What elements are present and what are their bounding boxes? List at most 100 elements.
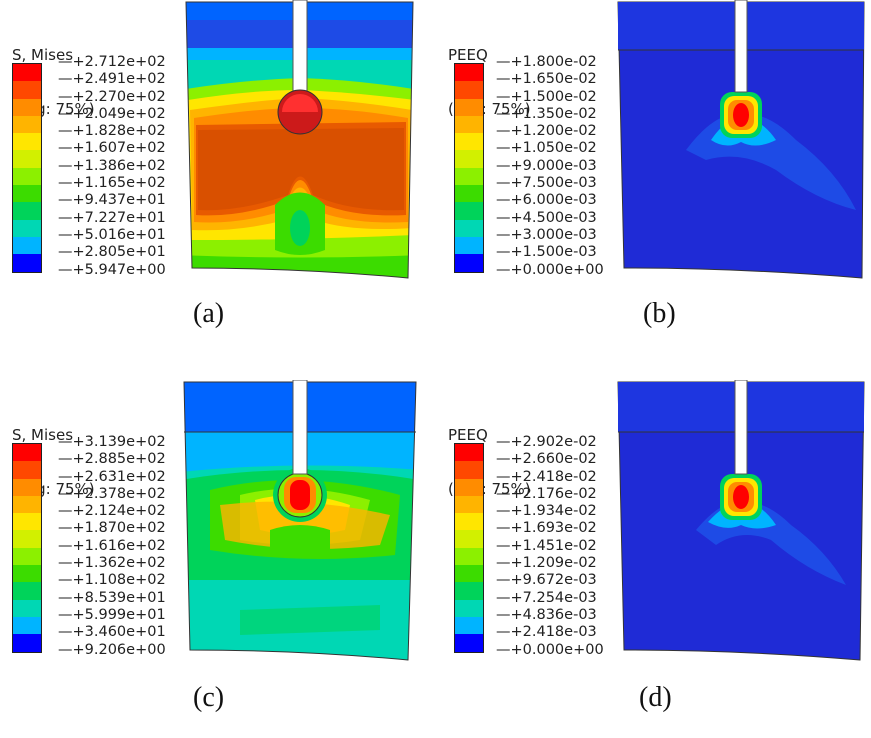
legend-swatch bbox=[455, 236, 483, 255]
panel-a: S, Mises (Avg: 75%) —+2.712e+02 —+2.491e+… bbox=[0, 0, 435, 358]
panel-b: PEEQ (Avg: 75%) —+1.800e-02 —+1.650e-02 —+… bbox=[436, 0, 871, 358]
legend-value: —+0.000e+00 bbox=[496, 261, 604, 278]
legend-swatch bbox=[455, 565, 483, 583]
legend-values-a: —+2.712e+02 —+2.491e+02 —+2.270e+02 —+2.049… bbox=[58, 54, 166, 279]
legend-swatch bbox=[455, 202, 483, 220]
legend-swatch bbox=[13, 565, 41, 583]
legend-value: —+1.607e+02 bbox=[58, 140, 166, 157]
legend-swatch bbox=[13, 495, 41, 514]
legend-value: —+1.108e+02 bbox=[58, 572, 166, 589]
legend-swatch bbox=[13, 444, 41, 462]
legend-swatch bbox=[13, 81, 41, 99]
legend-swatch bbox=[13, 202, 41, 220]
legend-value: —+2.631e+02 bbox=[58, 468, 166, 485]
caption-c: (c) bbox=[193, 682, 225, 713]
legend-colorbar-a bbox=[12, 63, 42, 273]
legend-value: —+3.460e+01 bbox=[58, 624, 166, 641]
legend-value: —+1.386e+02 bbox=[58, 157, 166, 174]
legend-swatch bbox=[455, 98, 483, 116]
legend-value: —+4.500e-03 bbox=[496, 209, 597, 226]
legend-value: —+1.209e-02 bbox=[496, 555, 597, 572]
legend-swatch bbox=[13, 616, 41, 635]
legend-swatch bbox=[455, 254, 483, 272]
legend-swatch bbox=[13, 98, 41, 116]
legend-value: —+1.350e-02 bbox=[496, 105, 597, 122]
contour-plot-d bbox=[617, 380, 865, 661]
legend-value: —+1.870e+02 bbox=[58, 520, 166, 537]
legend-swatch bbox=[455, 478, 483, 496]
legend-value: —+2.418e-03 bbox=[496, 624, 597, 641]
legend-swatch bbox=[455, 167, 483, 186]
legend-swatch bbox=[455, 530, 483, 548]
legend-value: —+0.000e+00 bbox=[496, 641, 604, 658]
legend-value: —+1.650e-02 bbox=[496, 71, 597, 88]
legend-colorbar-c bbox=[12, 443, 42, 653]
legend-swatch bbox=[13, 185, 41, 203]
contour-plot-c bbox=[183, 380, 417, 661]
legend-swatch bbox=[13, 254, 41, 272]
legend-swatch bbox=[13, 530, 41, 548]
legend-value: —+2.270e+02 bbox=[58, 88, 166, 105]
legend-value: —+1.050e-02 bbox=[496, 140, 597, 157]
legend-swatch bbox=[455, 513, 483, 531]
legend-swatch bbox=[13, 115, 41, 134]
legend-swatch bbox=[13, 150, 41, 168]
legend-swatch bbox=[13, 219, 41, 237]
legend-value: —+4.836e-03 bbox=[496, 606, 597, 623]
legend-value: —+1.934e-02 bbox=[496, 503, 597, 520]
legend-value: —+2.805e+01 bbox=[58, 244, 166, 261]
legend-value: —+2.378e+02 bbox=[58, 485, 166, 502]
legend-value: —+2.712e+02 bbox=[58, 54, 166, 70]
legend-value: —+1.500e-02 bbox=[496, 88, 597, 105]
legend-value: —+5.999e+01 bbox=[58, 606, 166, 623]
legend-swatch bbox=[455, 444, 483, 462]
contour-plot-a bbox=[185, 0, 414, 279]
panel-c: S, Mises (Avg: 75%) —+3.139e+02 —+2.885e+… bbox=[0, 380, 435, 738]
legend-swatch bbox=[13, 167, 41, 186]
legend-value: —+2.902e-02 bbox=[496, 434, 597, 450]
legend-value: —+2.491e+02 bbox=[58, 71, 166, 88]
legend-value: —+5.947e+00 bbox=[58, 261, 166, 278]
legend-variable-c: S, Mises bbox=[12, 426, 74, 444]
legend-swatch bbox=[455, 495, 483, 514]
legend-value: —+9.000e-03 bbox=[496, 157, 597, 174]
legend-swatch bbox=[13, 133, 41, 151]
legend-swatch bbox=[13, 513, 41, 531]
legend-value: —+1.200e-02 bbox=[496, 123, 597, 140]
legend-swatch bbox=[455, 185, 483, 203]
legend-variable-d: PEEQ bbox=[448, 426, 488, 444]
legend-value: —+1.451e-02 bbox=[496, 537, 597, 554]
legend-value: —+7.254e-03 bbox=[496, 589, 597, 606]
legend-swatch bbox=[13, 582, 41, 600]
legend-swatch bbox=[13, 634, 41, 652]
legend-swatch bbox=[13, 599, 41, 617]
legend-value: —+1.616e+02 bbox=[58, 537, 166, 554]
legend-swatch bbox=[455, 64, 483, 82]
legend-swatch bbox=[455, 219, 483, 237]
legend-swatch bbox=[455, 461, 483, 479]
legend-value: —+1.165e+02 bbox=[58, 175, 166, 192]
legend-value: —+1.800e-02 bbox=[496, 54, 597, 70]
legend-swatch bbox=[13, 461, 41, 479]
legend-swatch bbox=[455, 582, 483, 600]
legend-swatch bbox=[455, 547, 483, 566]
legend-swatch bbox=[455, 634, 483, 652]
legend-values-b: —+1.800e-02 —+1.650e-02 —+1.500e-02 —+1.350… bbox=[496, 54, 604, 279]
legend-value: —+7.500e-03 bbox=[496, 175, 597, 192]
legend-value: —+2.049e+02 bbox=[58, 105, 166, 122]
legend-value: —+8.539e+01 bbox=[58, 589, 166, 606]
legend-values-c: —+3.139e+02 —+2.885e+02 —+2.631e+02 —+2.378… bbox=[58, 434, 166, 659]
legend-variable-a: S, Mises bbox=[12, 46, 74, 64]
legend-colorbar-d bbox=[454, 443, 484, 653]
legend-value: —+2.176e-02 bbox=[496, 485, 597, 502]
legend-value: —+9.672e-03 bbox=[496, 572, 597, 589]
legend-value: —+1.693e-02 bbox=[496, 520, 597, 537]
legend-swatch bbox=[13, 547, 41, 566]
legend-value: —+1.828e+02 bbox=[58, 123, 166, 140]
legend-variable-b: PEEQ bbox=[448, 46, 488, 64]
legend-swatch bbox=[455, 115, 483, 134]
legend-swatch bbox=[455, 616, 483, 635]
legend-swatch bbox=[13, 478, 41, 496]
legend-value: —+9.206e+00 bbox=[58, 641, 166, 658]
legend-swatch bbox=[455, 133, 483, 151]
